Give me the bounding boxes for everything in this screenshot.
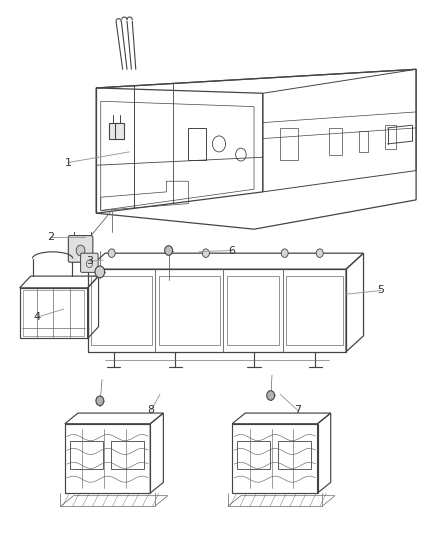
- Circle shape: [108, 249, 115, 257]
- Circle shape: [281, 249, 288, 257]
- Text: 6: 6: [229, 246, 236, 255]
- Bar: [111, 441, 144, 469]
- Bar: [278, 441, 311, 469]
- Circle shape: [165, 246, 173, 255]
- Text: 8: 8: [148, 406, 155, 415]
- Bar: [385, 125, 396, 149]
- Text: 7: 7: [294, 406, 301, 415]
- Bar: [286, 276, 343, 345]
- Text: 3: 3: [86, 256, 93, 266]
- Text: 2: 2: [47, 232, 54, 242]
- Circle shape: [96, 396, 104, 406]
- Circle shape: [267, 391, 275, 400]
- Text: 5: 5: [378, 286, 385, 295]
- Circle shape: [316, 249, 323, 257]
- Bar: [70, 441, 103, 469]
- Bar: [91, 276, 152, 345]
- Bar: [188, 128, 206, 160]
- Bar: [328, 128, 342, 155]
- Circle shape: [95, 266, 105, 278]
- Bar: [159, 276, 220, 345]
- Bar: [115, 123, 124, 139]
- Bar: [359, 131, 368, 152]
- FancyBboxPatch shape: [81, 253, 98, 272]
- Bar: [227, 276, 279, 345]
- Bar: [280, 128, 298, 160]
- FancyBboxPatch shape: [68, 236, 93, 262]
- Text: 4: 4: [34, 312, 41, 322]
- Text: 1: 1: [64, 158, 71, 167]
- Bar: [237, 441, 270, 469]
- Circle shape: [76, 245, 85, 256]
- Bar: [109, 123, 118, 139]
- Circle shape: [202, 249, 209, 257]
